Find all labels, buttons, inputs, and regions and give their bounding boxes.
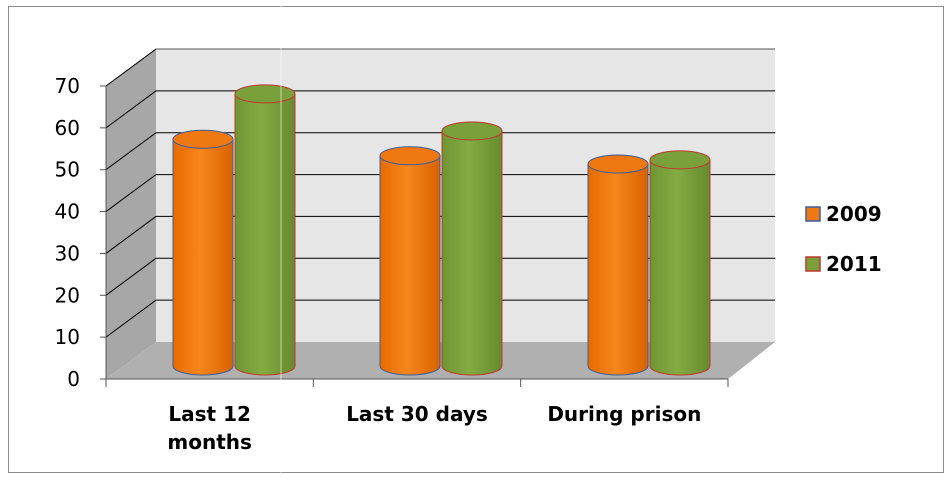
gridlines (105, 48, 775, 338)
y-tick-label: 0 (67, 367, 80, 391)
legend-swatch-2011 (805, 256, 821, 272)
y-tick-label: 50 (55, 158, 80, 182)
legend-swatch-2009 (805, 206, 821, 222)
bar-2009-0 (172, 129, 234, 376)
x-axis-labels: Last 12 months Last 30 days During prison (167, 402, 701, 454)
bar-2011-2 (649, 150, 711, 376)
bar-2009-1 (379, 146, 441, 376)
legend-label-2011: 2011 (826, 252, 882, 276)
bar-2011-0 (234, 84, 296, 376)
legend: 2009 2011 (805, 202, 882, 276)
bar-2011-1 (441, 121, 503, 376)
gridline (105, 132, 775, 171)
side-wall (106, 49, 156, 379)
gridline (105, 299, 775, 338)
y-tick-label: 60 (55, 116, 80, 140)
bar-2009-2 (587, 154, 649, 376)
x-category-label: months (167, 430, 252, 454)
legend-label-2009: 2009 (826, 202, 882, 226)
x-category-label: Last 30 days (346, 402, 488, 426)
x-category-label: During prison (547, 402, 701, 426)
y-tick-label: 30 (55, 241, 80, 265)
gridline (105, 215, 775, 254)
x-category-label: Last 12 (168, 402, 251, 426)
y-tick-label: 20 (55, 283, 80, 307)
y-tick-label: 10 (55, 325, 80, 349)
gridline (105, 90, 775, 129)
y-axis-ticks: 0 10 20 30 40 50 60 70 (55, 74, 80, 391)
gridline (105, 257, 775, 296)
y-tick-label: 70 (55, 74, 80, 98)
y-tick-label: 40 (55, 200, 80, 224)
gridline (105, 174, 775, 212)
bars (172, 84, 711, 376)
axes (100, 85, 729, 387)
